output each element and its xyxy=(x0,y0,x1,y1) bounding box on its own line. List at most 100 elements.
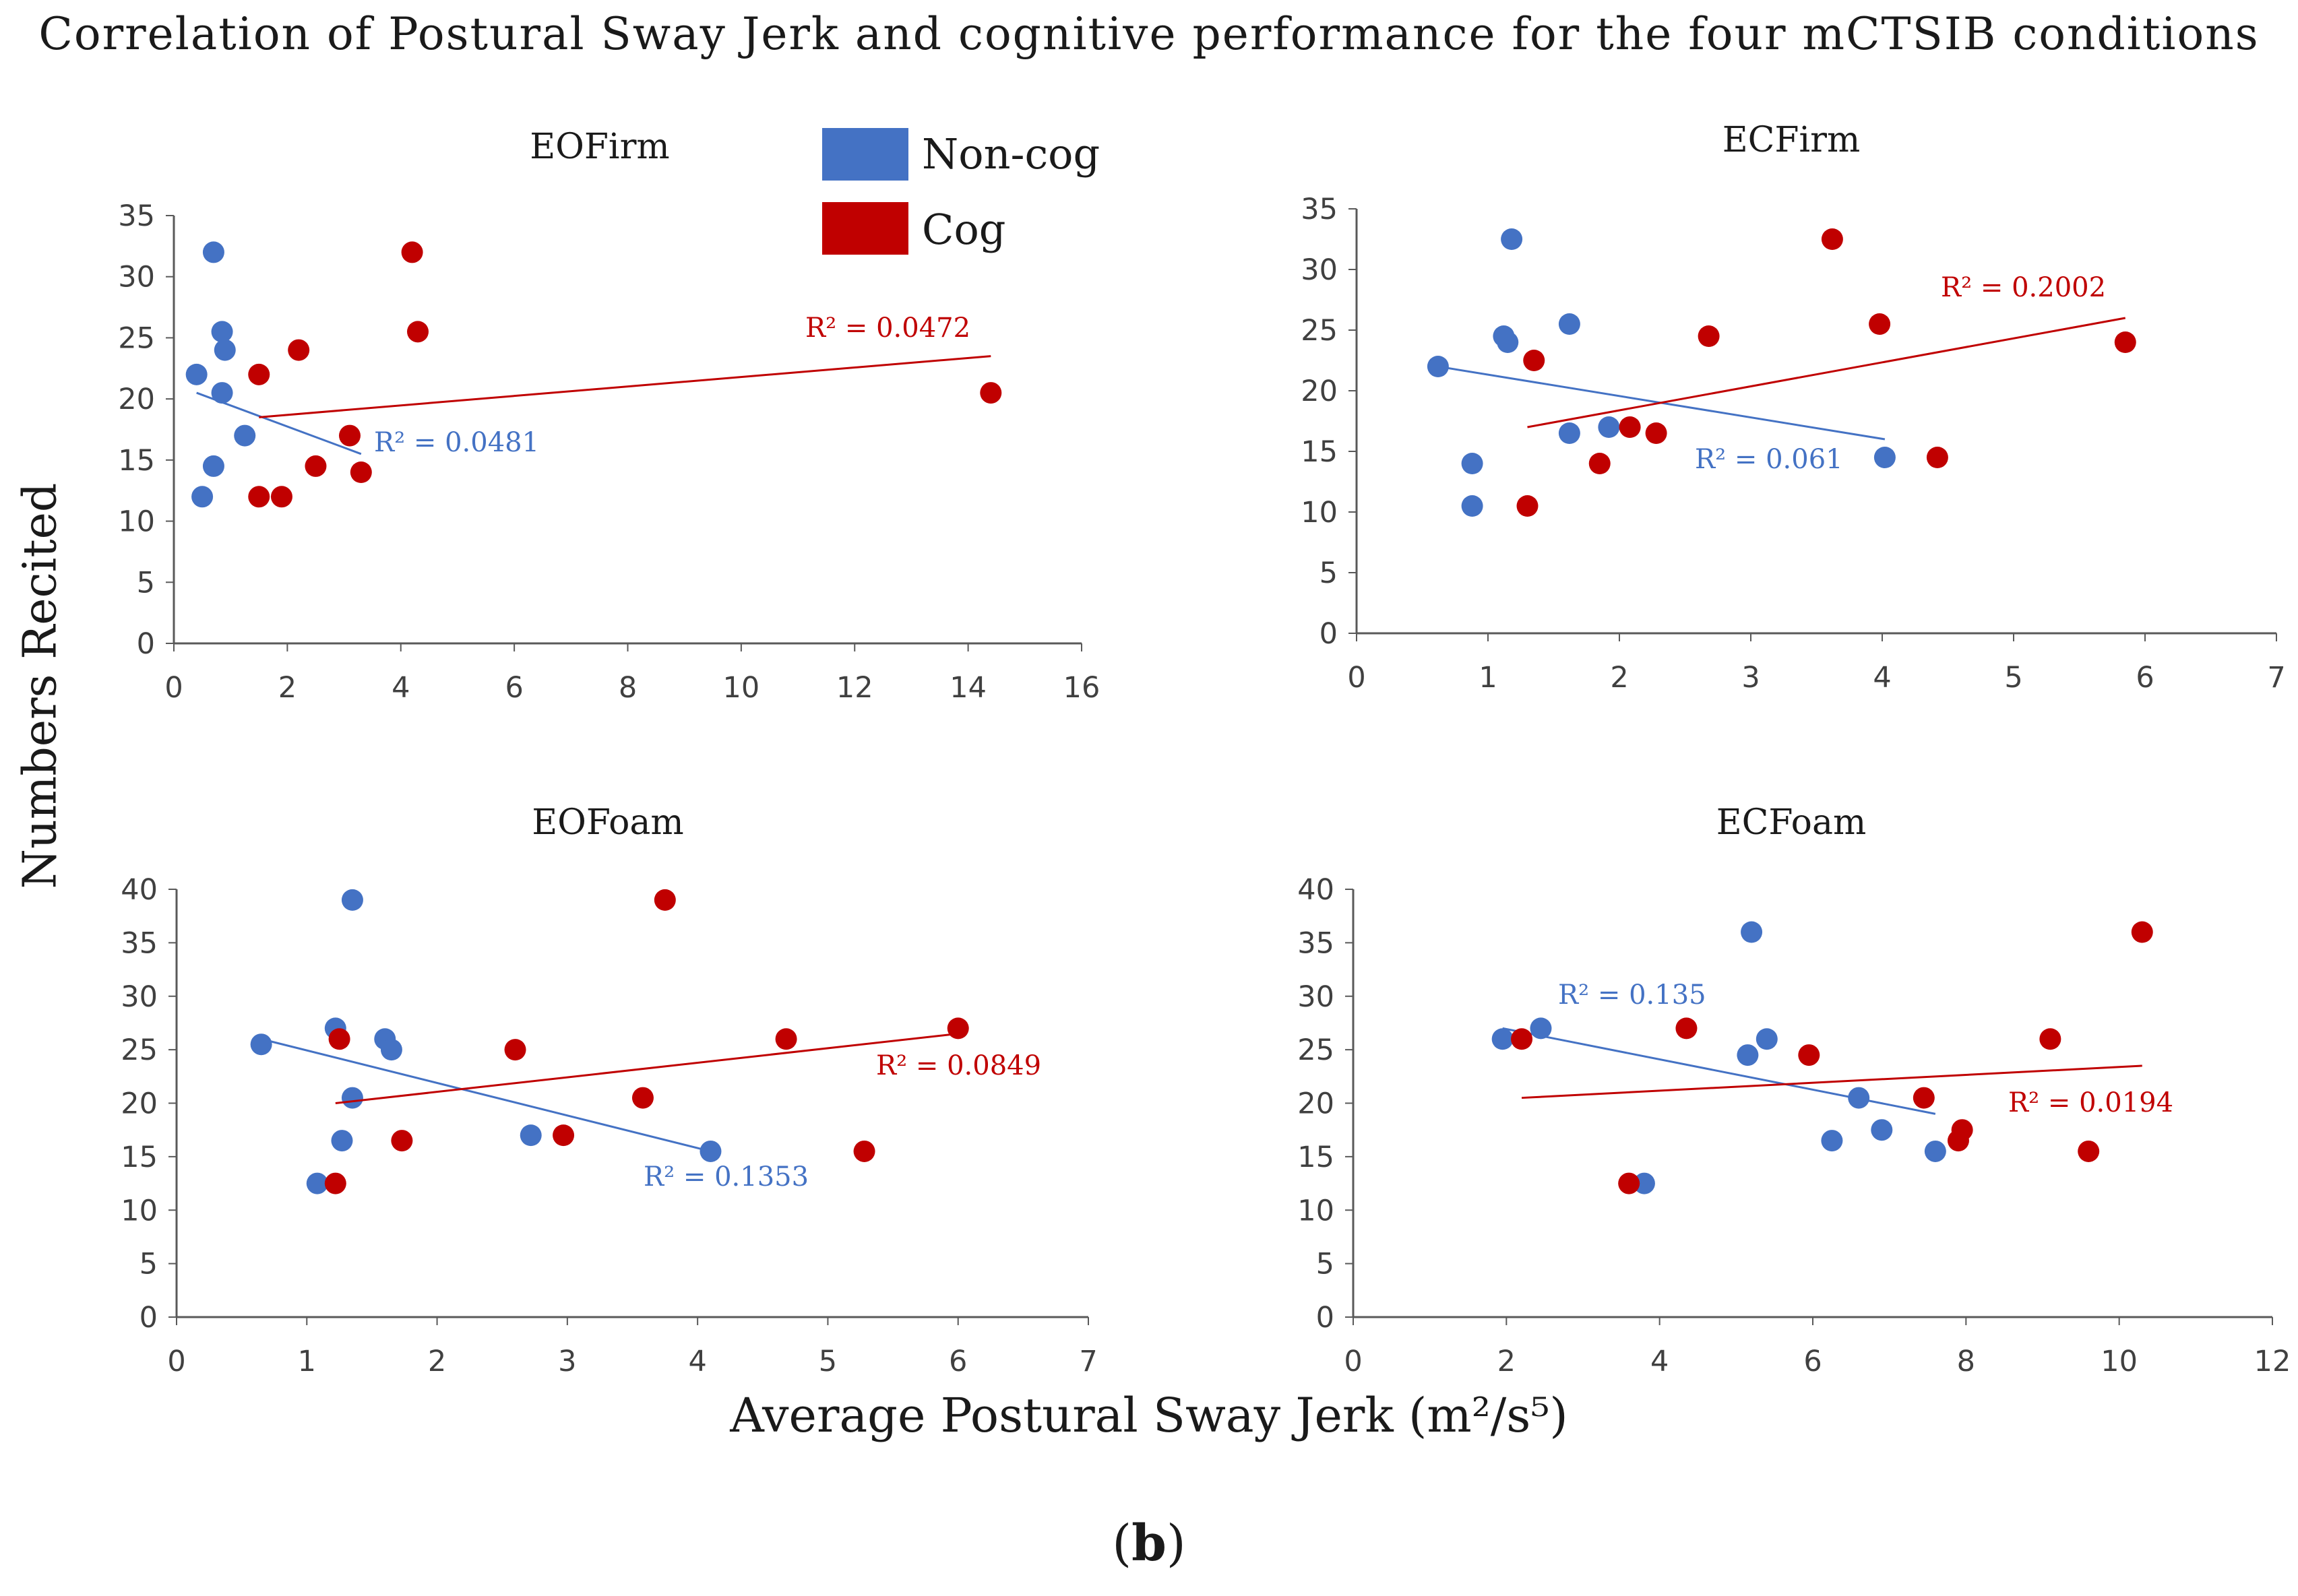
r-squared-label: R² = 0.1353 xyxy=(644,1161,809,1192)
series-cog: R² = 0.0849 xyxy=(324,889,1041,1194)
trendline xyxy=(1527,317,2126,428)
data-point xyxy=(1951,1119,1973,1141)
y-tick-label: 30 xyxy=(1301,253,1338,287)
data-point xyxy=(338,424,361,447)
data-point xyxy=(1461,453,1483,474)
r-squared-label: R² = 0.061 xyxy=(1695,444,1843,475)
data-point xyxy=(1619,416,1641,438)
y-tick-label: 35 xyxy=(1297,926,1334,960)
x-tick-label: 3 xyxy=(558,1345,576,1378)
x-tick-label: 2 xyxy=(1497,1345,1516,1378)
y-tick-label: 0 xyxy=(139,1301,158,1335)
y-tick-label: 30 xyxy=(118,261,155,294)
y-tick-label: 25 xyxy=(121,1033,158,1067)
y-tick-label: 25 xyxy=(1297,1033,1334,1067)
data-point xyxy=(947,1017,969,1040)
y-tick-label: 35 xyxy=(121,926,158,960)
data-point xyxy=(305,455,327,477)
trendline xyxy=(335,1032,958,1104)
x-tick-label: 12 xyxy=(2254,1345,2291,1378)
r-squared-label: R² = 0.2002 xyxy=(1941,272,2106,303)
data-point xyxy=(407,321,429,343)
data-point xyxy=(1741,921,1763,943)
data-point xyxy=(2078,1140,2100,1162)
chart-panel-ecfirm: 0 5 10 15 20 25 30 35 0 1 2 3 4 5 6 7 ECFirm R² = 0.061 R²… xyxy=(1301,120,2285,695)
data-point xyxy=(631,1087,654,1109)
series-non-cog: R² = 0.135 xyxy=(1491,921,1946,1194)
y-tick-label: 30 xyxy=(1297,980,1334,1014)
y-tick-label: 10 xyxy=(118,505,155,539)
data-point xyxy=(214,339,236,361)
data-point xyxy=(1924,1140,1946,1162)
data-point xyxy=(1501,228,1523,250)
data-point xyxy=(1516,495,1539,517)
data-point xyxy=(380,1039,402,1061)
x-tick-label: 10 xyxy=(723,671,760,705)
data-point xyxy=(234,424,256,447)
y-tick-label: 15 xyxy=(121,1141,158,1174)
r-squared-label: R² = 0.0194 xyxy=(2008,1087,2173,1118)
data-point xyxy=(1588,453,1611,474)
data-point xyxy=(211,382,233,404)
data-point xyxy=(775,1028,797,1050)
data-point xyxy=(2131,921,2153,943)
series-non-cog: R² = 0.061 xyxy=(1427,228,1896,517)
legend-label: Cog xyxy=(922,205,1005,254)
y-tick-label: 15 xyxy=(118,444,155,478)
y-tick-label: 20 xyxy=(1301,375,1338,408)
data-point xyxy=(1698,325,1720,347)
y-tick-label: 40 xyxy=(121,873,158,907)
trendline xyxy=(261,1038,711,1153)
chart-panel-ecfoam: 0 5 10 15 20 25 30 35 40 0 2 4 6 8 10 12 ECFoam R² = 0.13… xyxy=(1297,802,2291,1378)
data-point xyxy=(980,382,1002,404)
data-point xyxy=(1558,313,1580,335)
y-tick-label: 5 xyxy=(137,566,155,600)
series-cog: R² = 0.0194 xyxy=(1511,921,2173,1194)
legend-swatch xyxy=(822,202,908,255)
data-point xyxy=(1737,1044,1759,1066)
data-point xyxy=(391,1130,413,1152)
data-point xyxy=(1461,495,1483,517)
legend-entry-cog: Cog xyxy=(822,202,1005,255)
x-tick-label: 7 xyxy=(2267,661,2285,695)
r-squared-label: R² = 0.135 xyxy=(1558,980,1706,1011)
panel-title: EOFirm xyxy=(530,127,669,167)
data-point xyxy=(700,1140,722,1162)
data-point xyxy=(341,1087,363,1109)
y-tick-label: 20 xyxy=(118,383,155,416)
data-point xyxy=(185,363,208,385)
y-tick-label: 40 xyxy=(1297,873,1334,907)
data-point xyxy=(853,1140,875,1162)
figure-title: Correlation of Postural Sway Jerk and co… xyxy=(38,8,2260,60)
x-tick-label: 1 xyxy=(1479,661,1497,695)
x-tick-label: 2 xyxy=(1610,661,1628,695)
series-non-cog: R² = 0.1353 xyxy=(250,889,809,1194)
data-point xyxy=(1913,1087,1935,1109)
x-tick-label: 0 xyxy=(1344,1345,1362,1378)
data-point xyxy=(1675,1017,1698,1040)
series-cog: R² = 0.0472 xyxy=(248,241,1002,508)
x-axis-label: Average Postural Sway Jerk (m²/s⁵) xyxy=(730,1388,1568,1443)
y-tick-label: 25 xyxy=(1301,314,1338,348)
panel-title: ECFirm xyxy=(1722,120,1861,160)
data-point xyxy=(1530,1017,1552,1040)
x-tick-label: 4 xyxy=(688,1345,706,1378)
caption-close: ) xyxy=(1166,1514,1186,1572)
r-squared-label: R² = 0.0481 xyxy=(374,427,539,458)
data-point xyxy=(191,486,214,508)
series-non-cog: R² = 0.0481 xyxy=(185,241,539,508)
data-point xyxy=(331,1130,353,1152)
x-tick-label: 4 xyxy=(392,671,410,705)
data-point xyxy=(1598,416,1620,438)
y-tick-label: 5 xyxy=(1316,1248,1334,1281)
y-tick-label: 0 xyxy=(1316,1301,1334,1335)
y-tick-label: 0 xyxy=(137,627,155,661)
data-point xyxy=(1848,1087,1870,1109)
x-tick-label: 5 xyxy=(819,1345,837,1378)
r-squared-label: R² = 0.0472 xyxy=(805,313,970,344)
chart-panel-eofoam: 0 5 10 15 20 25 30 35 40 0 1 2 3 4 5 6 7 EOFoam R² = 0.135… xyxy=(121,802,1097,1378)
x-tick-label: 8 xyxy=(619,671,637,705)
data-point xyxy=(1871,1119,1893,1141)
data-point xyxy=(553,1124,575,1147)
